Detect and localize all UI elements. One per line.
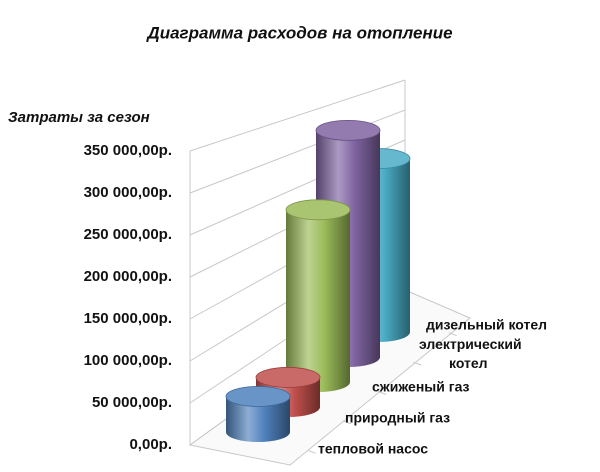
y-tick-label: 50 000,00р. bbox=[92, 394, 172, 411]
y-tick-label: 0,00р. bbox=[129, 436, 172, 453]
x-tick bbox=[342, 420, 352, 425]
x-tick-label: тепловой насос bbox=[318, 441, 428, 457]
x-tick-label: электрический котел bbox=[419, 336, 522, 371]
x-tick-label: дизельный котел bbox=[426, 317, 547, 333]
y-tick-label: 250 000,00р. bbox=[84, 226, 172, 243]
x-tick bbox=[378, 391, 387, 395]
cylinder-top bbox=[285, 199, 351, 221]
x-tick-label: природный газ bbox=[345, 410, 450, 426]
y-tick-label: 150 000,00р. bbox=[84, 310, 172, 327]
cylinder-top bbox=[315, 119, 381, 141]
x-tick bbox=[307, 449, 316, 454]
y-tick-label: 100 000,00р. bbox=[84, 352, 172, 369]
cylinder-top bbox=[225, 386, 291, 407]
y-tick-label: 200 000,00р. bbox=[84, 268, 172, 285]
x-tick bbox=[413, 361, 422, 366]
y-tick-label: 300 000,00р. bbox=[84, 184, 172, 201]
x-tick-label: сжиженый газ bbox=[372, 379, 470, 395]
cylinder-body bbox=[226, 396, 290, 442]
grid-line bbox=[189, 79, 406, 152]
chart-title: Диаграмма расходов на отопление bbox=[145, 23, 452, 42]
cylinder-body bbox=[286, 209, 350, 392]
y-tick-label: 350 000,00р. bbox=[84, 142, 172, 159]
cylinder-top bbox=[255, 367, 321, 388]
x-tick bbox=[448, 332, 457, 337]
y-axis-label: Затраты за сезон bbox=[8, 109, 150, 126]
